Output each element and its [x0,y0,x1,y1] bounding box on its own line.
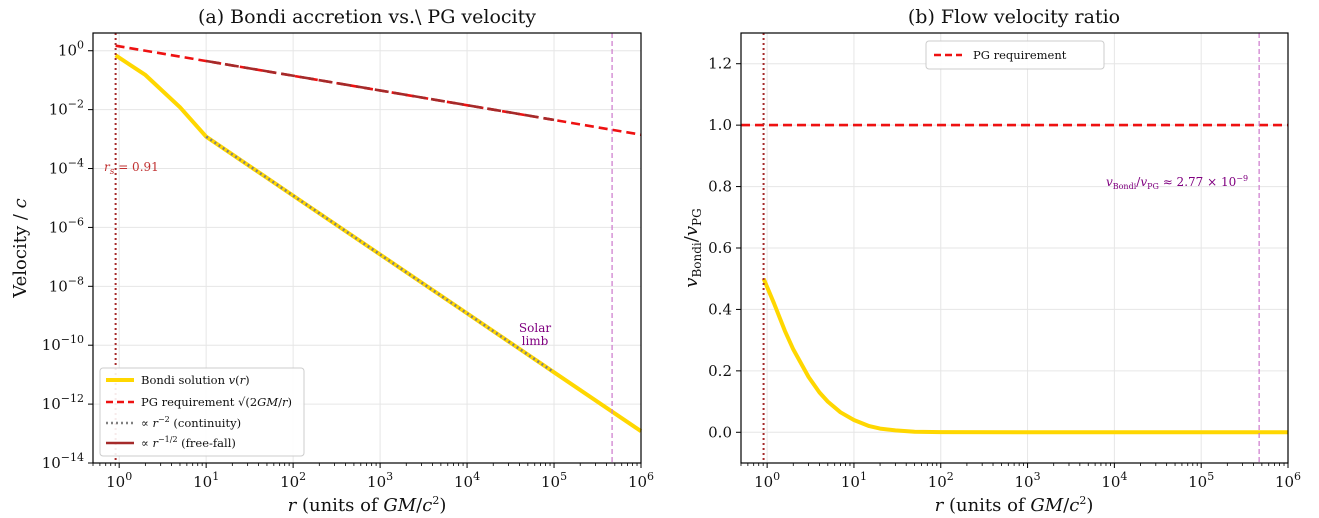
y-tick-label: 10−12 [42,392,84,413]
panel-b-xlabel: r (units of GM/c2) [935,494,1094,516]
series-continuity [205,135,555,374]
series-freefall [205,59,555,122]
panel-b-ticks: 100 101 102 103 104 105 106 0.0 0.2 0.4 0.6 0.8 1.0 1… [708,55,1301,491]
panel-a-ticks: 100 101 102 103 104 105 106 100 10−2 10−4 10−6 10−8… [42,39,654,491]
panel-b-ylabel: vBondi/vPG [681,208,704,287]
x-tick-label: 102 [928,470,954,491]
panel-b-legend: PG requirement [925,40,1105,70]
y-tick-label: 10−10 [42,333,84,354]
x-tick-label: 104 [1101,470,1127,491]
panel-a: 100 101 102 103 104 105 106 100 10−2 10−4 10−6 10−8… [10,6,654,516]
x-tick-label: 100 [754,470,780,491]
x-tick-label: 103 [367,470,393,491]
panel-a-vlines [114,33,613,463]
y-tick-label: 0.2 [708,362,732,380]
legend-label-pg: PG requirement [973,48,1067,62]
y-tick-label: 1.2 [708,55,732,73]
rs-annotation: rs = 0.91 [104,160,159,177]
y-tick-label: 0.0 [708,423,732,441]
x-tick-label: 106 [1275,470,1301,491]
x-tick-label: 102 [280,470,306,491]
solar-limb-annotation: Solar limb [519,321,551,348]
legend-label-freefall: ∝ r−1/2 (free-fall) [141,435,236,450]
y-tick-label: 10−8 [49,274,84,295]
y-tick-label: 1.0 [708,116,732,134]
series-ratio [761,277,1288,435]
x-tick-label: 100 [106,470,132,491]
panel-b-series [741,123,1288,435]
panel-a-title: (a) Bondi accretion vs.\ PG velocity [198,6,536,28]
panel-a-legend: Bondi solution v(r) PG requirement √(2GM… [99,367,305,457]
panel-b: 100 101 102 103 104 105 106 0.0 0.2 0.4 0.6 0.8 1.0 1… [681,6,1301,516]
y-tick-label: 0.8 [708,178,732,196]
y-tick-label: 100 [58,39,84,60]
legend-box [99,367,305,457]
x-tick-label: 106 [628,470,654,491]
y-tick-label: 10−14 [42,451,84,472]
panel-a-grid [93,33,642,464]
x-tick-label: 101 [841,470,867,491]
ratio-annotation: vBondi/vPG ≈ 2.77 × 10−9 [1106,174,1248,191]
x-tick-label: 105 [541,470,567,491]
x-tick-label: 101 [193,470,219,491]
x-tick-label: 104 [454,470,480,491]
x-tick-label: 105 [1188,470,1214,491]
legend-box [925,40,1105,70]
panel-b-vlines [762,33,1260,463]
legend-label-bondi: Bondi solution v(r) [141,373,250,387]
panel-a-ylabel: Velocity / c [10,198,31,298]
panel-b-title: (b) Flow velocity ratio [908,6,1120,28]
y-tick-label: 10−6 [49,215,84,236]
legend-label-continuity: ∝ r−2 (continuity) [141,415,241,430]
y-tick-label: 0.4 [708,300,732,318]
legend-label-pg: PG requirement √(2GM/r) [141,395,292,409]
x-tick-label: 103 [1015,470,1041,491]
y-tick-label: 10−4 [49,157,84,178]
y-tick-label: 0.6 [708,239,732,257]
y-tick-label: 10−2 [49,98,84,119]
panel-a-series [114,44,643,433]
panel-a-xlabel: r (units of GM/c2) [288,494,447,516]
